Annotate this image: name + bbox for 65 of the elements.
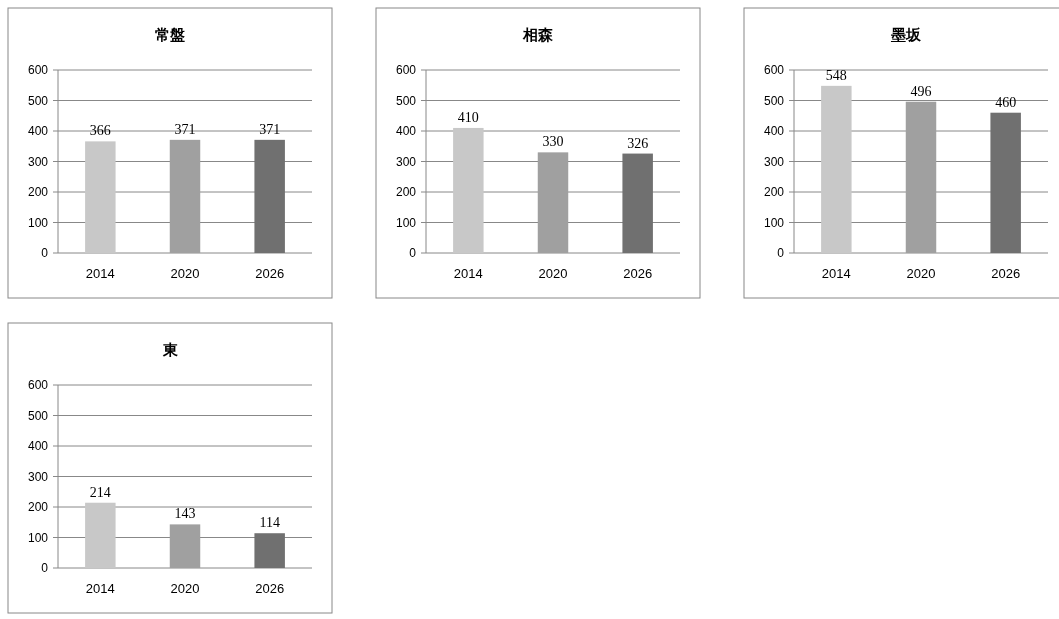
y-tick-label: 300	[395, 154, 417, 169]
data-label: 214	[89, 484, 111, 500]
y-tick-label: 600	[27, 378, 49, 392]
data-label: 326	[627, 135, 649, 151]
y-tick-label: 300	[27, 154, 49, 169]
y-tick-label: 200	[763, 185, 785, 199]
y-tick-label: 200	[395, 185, 417, 199]
data-label: 548	[825, 67, 847, 83]
bar	[622, 153, 653, 253]
chart-title: 東	[161, 341, 179, 358]
bar	[169, 524, 201, 568]
y-tick-label: 0	[41, 246, 49, 260]
data-label: 330	[542, 134, 564, 150]
y-tick-label: 200	[27, 500, 49, 514]
data-label: 496	[910, 83, 932, 99]
chart-title: 常盤	[155, 26, 185, 43]
x-tick-label: 2014	[453, 266, 483, 281]
bar	[990, 112, 1021, 253]
data-label: 143	[174, 506, 196, 522]
bar	[821, 85, 852, 253]
y-tick-label: 400	[763, 124, 785, 138]
y-tick-label: 500	[763, 93, 785, 108]
data-label: 371	[259, 121, 281, 137]
bar	[85, 502, 116, 568]
x-tick-label: 2014	[821, 266, 851, 281]
x-tick-label: 2020	[906, 266, 936, 281]
x-tick-label: 2014	[85, 266, 115, 281]
y-tick-label: 0	[409, 246, 417, 260]
x-tick-label: 2026	[623, 266, 653, 281]
data-label: 410	[457, 109, 479, 125]
y-tick-label: 400	[27, 439, 49, 453]
y-tick-label: 300	[27, 469, 49, 484]
x-tick-label: 2026	[991, 266, 1021, 281]
bar	[905, 101, 937, 253]
y-tick-label: 400	[395, 124, 417, 138]
data-label: 371	[174, 121, 196, 137]
y-tick-label: 100	[395, 215, 417, 230]
x-tick-label: 2014	[85, 581, 115, 596]
y-tick-label: 500	[27, 408, 49, 423]
y-tick-label: 600	[27, 63, 49, 77]
data-label: 366	[89, 123, 111, 139]
y-tick-label: 600	[395, 63, 417, 77]
chart-title: 墨坂	[890, 26, 922, 43]
x-tick-label: 2026	[255, 266, 285, 281]
x-tick-label: 2020	[538, 266, 568, 281]
bar	[254, 533, 285, 568]
x-tick-label: 2026	[255, 581, 285, 596]
y-tick-label: 0	[777, 246, 785, 260]
y-tick-label: 200	[27, 185, 49, 199]
data-label: 114	[259, 515, 280, 531]
chart-title: 相森	[522, 26, 554, 43]
data-label: 460	[995, 94, 1017, 110]
y-tick-label: 400	[27, 124, 49, 138]
bar	[453, 127, 484, 253]
x-tick-label: 2020	[170, 266, 200, 281]
y-tick-label: 100	[763, 215, 785, 230]
y-tick-label: 100	[27, 530, 49, 545]
y-tick-label: 300	[763, 154, 785, 169]
y-tick-label: 500	[27, 93, 49, 108]
y-tick-label: 100	[27, 215, 49, 230]
bar	[537, 152, 569, 253]
y-tick-label: 600	[763, 63, 785, 77]
x-tick-label: 2020	[170, 581, 200, 596]
y-tick-label: 500	[395, 93, 417, 108]
y-tick-label: 0	[41, 561, 49, 575]
